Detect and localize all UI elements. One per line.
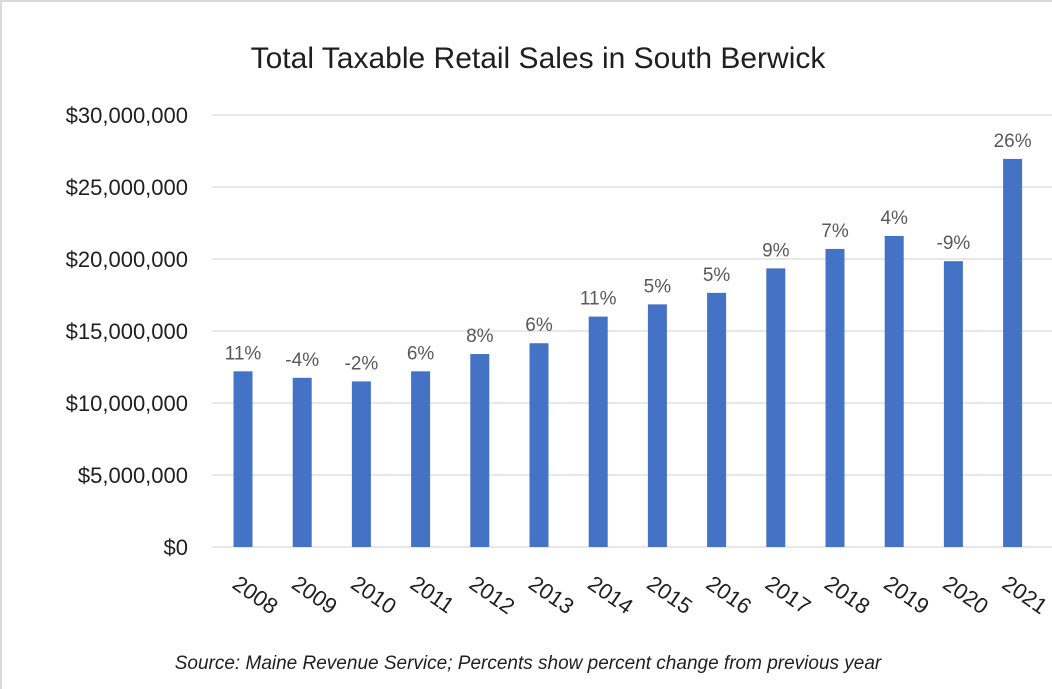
x-tick-label: 2018: [820, 571, 874, 620]
x-tick-label: 2015: [643, 571, 697, 620]
chart-title: Total Taxable Retail Sales in South Berw…: [251, 42, 827, 75]
x-tick-label: 2013: [524, 571, 578, 620]
bar: [470, 354, 490, 547]
bar: [766, 268, 786, 547]
x-tick-label: 2010: [347, 571, 401, 620]
x-tick-label: 2019: [879, 571, 933, 620]
x-tick-label: 2009: [287, 571, 341, 620]
data-label: -2%: [345, 353, 379, 374]
data-label: -9%: [937, 233, 971, 254]
data-label: 9%: [762, 240, 790, 261]
x-tick-label: 2011: [406, 571, 459, 619]
bar: [825, 248, 845, 548]
y-tick-label: $5,000,000: [78, 463, 188, 488]
x-tick-label: 2017: [761, 571, 815, 620]
y-tick-label: $25,000,000: [66, 175, 188, 200]
data-labels: 11% -4% -2% 6% 8% 6% 11% 5% 5% 9% 7% 4% -9% 26%: [225, 131, 1032, 374]
bar: [411, 371, 431, 547]
bar: [707, 292, 727, 547]
x-tick-label: 2016: [702, 571, 756, 620]
data-label: -4%: [285, 350, 319, 371]
data-label: 11%: [225, 343, 262, 364]
y-tick-label: $10,000,000: [66, 391, 188, 416]
x-tick-label: 2020: [939, 571, 993, 620]
y-axis-tick-labels: $0 $5,000,000 $10,000,000 $15,000,000 $20,00…: [66, 103, 188, 560]
bar: [884, 235, 904, 547]
data-label: 8%: [466, 326, 494, 347]
data-label: 6%: [407, 343, 435, 364]
bars: [233, 158, 1023, 548]
y-tick-label: $20,000,000: [66, 247, 188, 272]
x-tick-label: 2008: [228, 571, 282, 620]
x-tick-label: 2014: [583, 571, 637, 620]
y-tick-label: $30,000,000: [66, 103, 188, 128]
bar: [351, 381, 371, 547]
data-label: 5%: [644, 276, 672, 297]
bar: [233, 371, 253, 547]
y-tick-label: $15,000,000: [66, 319, 188, 344]
x-axis-tick-labels: 2008 2009 2010 2011 2012 2013 2014 2015 2016 2017…: [228, 571, 1052, 620]
bar: [647, 304, 667, 547]
bar: [943, 261, 963, 547]
data-label: 7%: [821, 221, 849, 242]
x-tick-label: 2021: [998, 571, 1052, 620]
data-label: 6%: [525, 315, 553, 336]
bar: [529, 343, 549, 547]
source-note: Source: Maine Revenue Service; Percents …: [175, 653, 882, 674]
data-label: 26%: [994, 131, 1032, 152]
bar: [588, 316, 608, 547]
x-tick-label: 2012: [465, 571, 519, 620]
bar: [292, 377, 312, 547]
data-label: 11%: [580, 289, 617, 310]
gridlines: [212, 114, 1052, 548]
bar: [1003, 158, 1023, 548]
data-label: 4%: [880, 208, 908, 229]
data-label: 5%: [703, 265, 731, 286]
y-tick-label: $0: [164, 535, 188, 560]
